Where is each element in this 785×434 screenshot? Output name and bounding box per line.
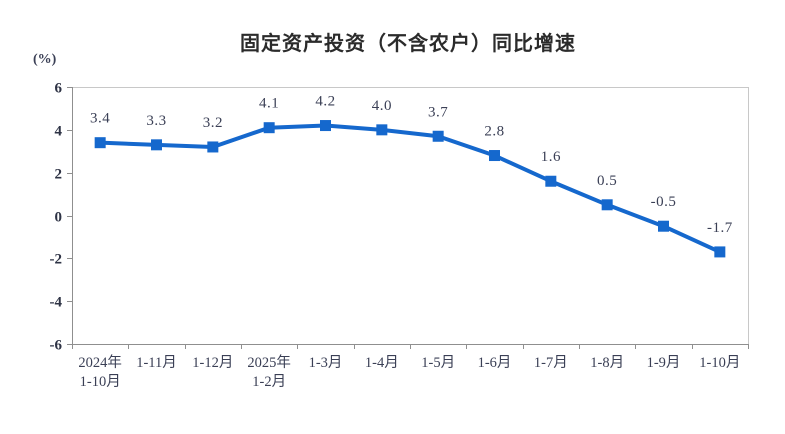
y-axis-tick-label: 6: [55, 81, 63, 97]
y-axis-tick-label: -4: [50, 295, 63, 311]
data-point-label: 3.7: [428, 104, 448, 120]
x-axis-label: 1-2月: [252, 374, 286, 390]
data-point-label: 3.3: [146, 113, 166, 129]
x-axis-label: 1-10月: [80, 374, 121, 390]
data-point-marker: [658, 220, 669, 232]
y-axis-tick-label: 4: [55, 124, 63, 140]
x-axis-label: 1-3月: [309, 355, 343, 371]
x-axis-label: 1-8月: [590, 355, 624, 371]
data-point-label: 4.2: [315, 94, 335, 110]
data-point-marker: [376, 124, 388, 136]
data-point-label: -0.5: [651, 194, 677, 210]
x-axis-label: 1-6月: [478, 355, 512, 371]
data-point-marker: [151, 139, 162, 151]
x-axis-label: 1-5月: [421, 355, 455, 371]
y-axis-tick-label: 0: [55, 210, 63, 226]
data-point-marker: [263, 122, 275, 134]
data-point-label: 1.6: [541, 149, 561, 165]
data-point-label: 4.1: [259, 96, 279, 112]
data-point-label: 0.5: [597, 173, 617, 189]
y-axis-tick-label: -6: [50, 338, 63, 354]
y-axis-tick-label: 2: [55, 167, 63, 183]
data-point-marker: [489, 150, 500, 162]
data-point-label: 3.4: [90, 111, 110, 127]
x-axis-label: 1-9月: [647, 355, 681, 371]
data-point-marker: [207, 141, 219, 153]
x-axis-label: 1-10月: [699, 355, 740, 371]
data-point-label: 3.2: [203, 115, 223, 131]
data-point-label: 2.8: [484, 124, 504, 140]
data-point-marker: [94, 137, 106, 149]
x-axis-label: 2024年: [78, 354, 122, 371]
y-axis-unit-label: (%): [33, 52, 57, 67]
data-point-marker: [320, 120, 331, 132]
x-axis-label: 1-7月: [534, 355, 568, 371]
data-point-marker: [432, 130, 444, 142]
data-point-marker: [714, 246, 726, 258]
x-axis-label: 1-11月: [136, 355, 177, 371]
x-axis-label: 1-12月: [192, 355, 233, 371]
data-point-marker: [601, 199, 613, 211]
chart-title: 固定资产投资（不含农户）同比增速: [240, 33, 576, 55]
data-point-label: -1.7: [707, 220, 733, 236]
plot-border: [72, 87, 749, 345]
trend-line: [98, 123, 722, 254]
x-axis-label: 1-4月: [365, 355, 399, 371]
data-point-label: 4.0: [372, 98, 392, 114]
y-axis-tick-label: -2: [50, 252, 63, 268]
x-axis-label: 2025年: [247, 354, 291, 371]
data-point-marker: [545, 175, 557, 187]
